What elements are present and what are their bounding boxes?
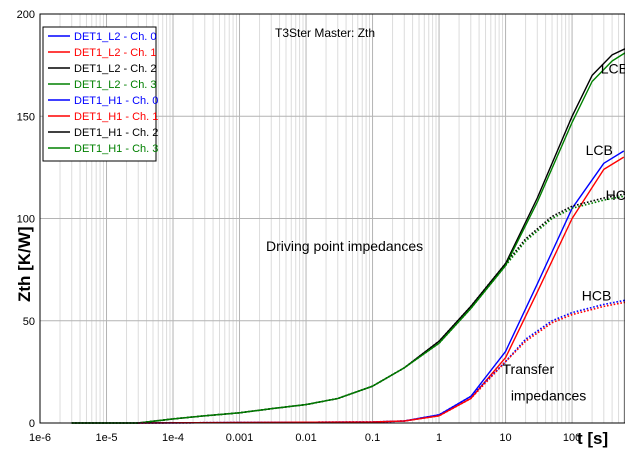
legend-label-3: DET1_L2 - Ch. 3 [74, 79, 157, 91]
annotation-4: Driving point impedances [266, 238, 423, 254]
annotation-2: HCB [606, 187, 625, 203]
legend-label-0: DET1_L2 - Ch. 0 [74, 31, 157, 43]
plot-frame [39, 13, 625, 424]
series-line-5 [138, 301, 625, 424]
y-tick-label: 200 [17, 9, 35, 21]
x-tick-label: 1 [436, 432, 442, 444]
annotation-1: LCB [586, 142, 613, 158]
x-tick-label: 100 [563, 432, 581, 444]
chart-title: T3Ster Master: Zth [275, 26, 375, 40]
series-line-1 [138, 156, 625, 424]
legend-label-2: DET1_L2 - Ch. 2 [74, 63, 157, 75]
y-tick-label: 150 [17, 111, 35, 123]
legend-label-5: DET1_H1 - Ch. 1 [74, 111, 158, 123]
series-line-3 [71, 52, 625, 424]
x-tick-label: 0.1 [365, 432, 380, 444]
x-tick-label: 1e-5 [95, 432, 117, 444]
legend-label-6: DET1_H1 - Ch. 2 [74, 127, 158, 139]
legend-label-7: DET1_H1 - Ch. 3 [74, 143, 158, 155]
annotation-3: HCB [582, 287, 612, 303]
annotation-6: impedances [511, 388, 586, 404]
annotation-0: LCB [601, 60, 625, 76]
legend-box [42, 26, 157, 162]
y-axis-label: Zth [K/W] [15, 226, 34, 302]
x-tick-label: 10 [499, 432, 511, 444]
y-tick-label: 100 [17, 214, 35, 226]
annotation-5: Transfer [503, 361, 555, 377]
legend-label-1: DET1_L2 - Ch. 1 [74, 47, 157, 59]
legend: DET1_L2 - Ch. 0 DET1_L2 - Ch. 1 DET1_L2 - … [42, 26, 158, 162]
x-axis-ticks: 1e-6 1e-5 1e-4 0.001 0.01 0.1 1 10 100 [29, 432, 581, 444]
legend-label-4: DET1_H1 - Ch. 0 [74, 95, 158, 107]
y-tick-label: 0 [29, 418, 35, 430]
x-tick-label: 0.001 [226, 432, 254, 444]
x-axis-label: t [s] [577, 429, 608, 448]
annotations: LCB LCB HCB HCB Driving point impedances Tran… [266, 60, 625, 403]
series-layer [71, 48, 625, 424]
y-axis-ticks: 0 50 100 150 200 [17, 9, 35, 430]
y-tick-label: 50 [23, 316, 35, 328]
x-tick-label: 1e-6 [29, 432, 51, 444]
x-tick-label: 0.01 [295, 432, 316, 444]
x-tick-label: 1e-4 [162, 432, 184, 444]
